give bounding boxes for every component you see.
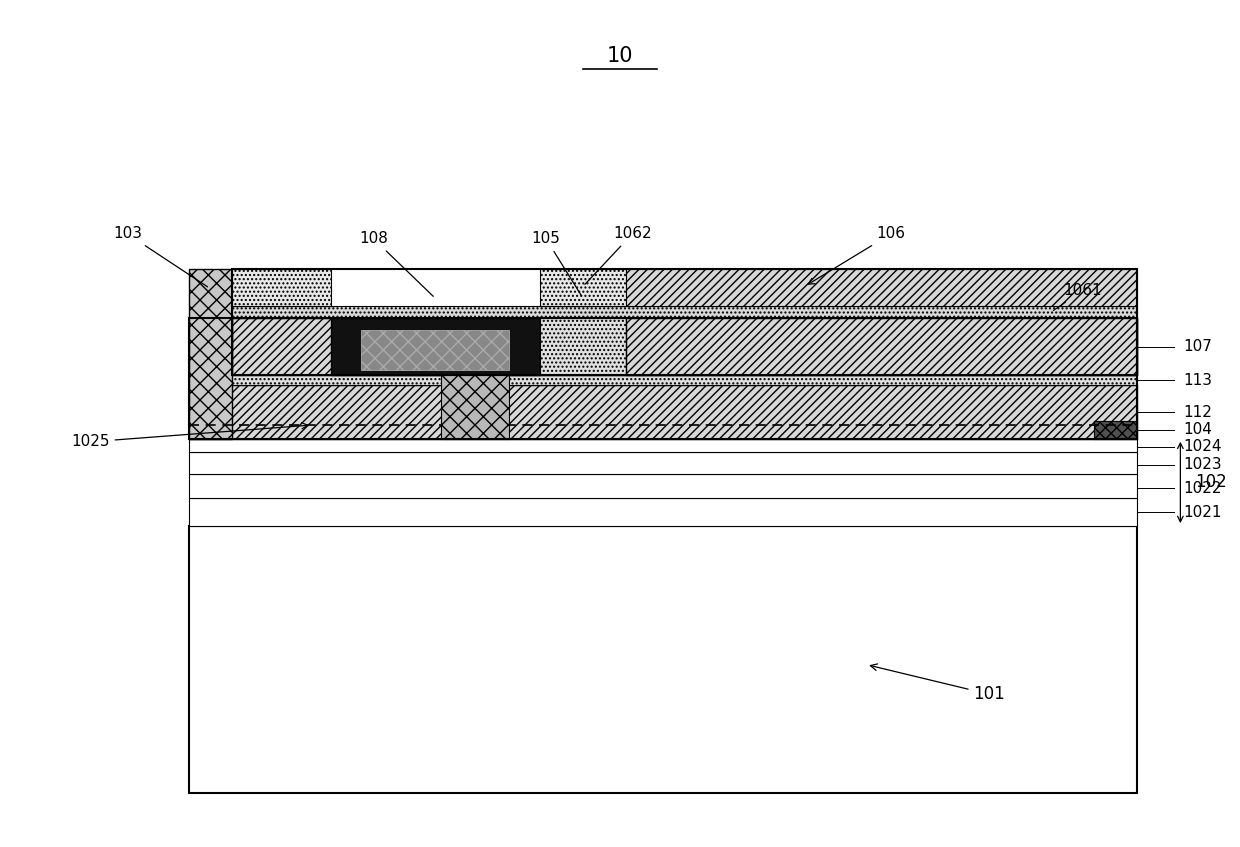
Text: 1023: 1023 <box>1183 457 1221 472</box>
Text: 107: 107 <box>1183 340 1211 354</box>
Text: 104: 104 <box>1183 423 1211 437</box>
Text: 113: 113 <box>1183 373 1211 388</box>
Bar <box>232 306 1137 318</box>
Text: 108: 108 <box>360 231 433 296</box>
Bar <box>626 268 1137 306</box>
Bar <box>232 268 1137 375</box>
Text: 1021: 1021 <box>1183 505 1221 519</box>
Text: 101: 101 <box>870 664 1006 703</box>
Bar <box>441 375 510 439</box>
Text: 1062: 1062 <box>585 226 651 285</box>
Text: 112: 112 <box>1183 405 1211 419</box>
Bar <box>539 318 626 375</box>
Bar <box>331 318 539 375</box>
Bar <box>188 375 1137 385</box>
Bar <box>188 474 1137 498</box>
Text: 1025: 1025 <box>71 423 308 449</box>
Text: 102: 102 <box>1195 473 1226 491</box>
Bar <box>188 498 1137 526</box>
Text: 105: 105 <box>532 231 582 296</box>
Bar <box>232 318 1137 375</box>
Bar <box>188 318 1137 439</box>
Bar <box>1094 421 1137 439</box>
Text: 106: 106 <box>808 226 905 285</box>
Bar <box>188 439 1137 451</box>
Text: 10: 10 <box>606 46 634 65</box>
Bar <box>188 526 1137 794</box>
Text: 1061: 1061 <box>1053 283 1102 311</box>
Bar <box>626 318 1137 375</box>
Bar <box>188 385 1137 439</box>
Bar <box>188 451 1137 474</box>
Text: 1022: 1022 <box>1183 481 1221 495</box>
Bar <box>361 330 510 369</box>
Text: 103: 103 <box>113 226 207 287</box>
Bar <box>232 268 331 306</box>
Bar <box>539 268 626 306</box>
Bar <box>188 268 232 439</box>
Text: 1024: 1024 <box>1183 440 1221 454</box>
